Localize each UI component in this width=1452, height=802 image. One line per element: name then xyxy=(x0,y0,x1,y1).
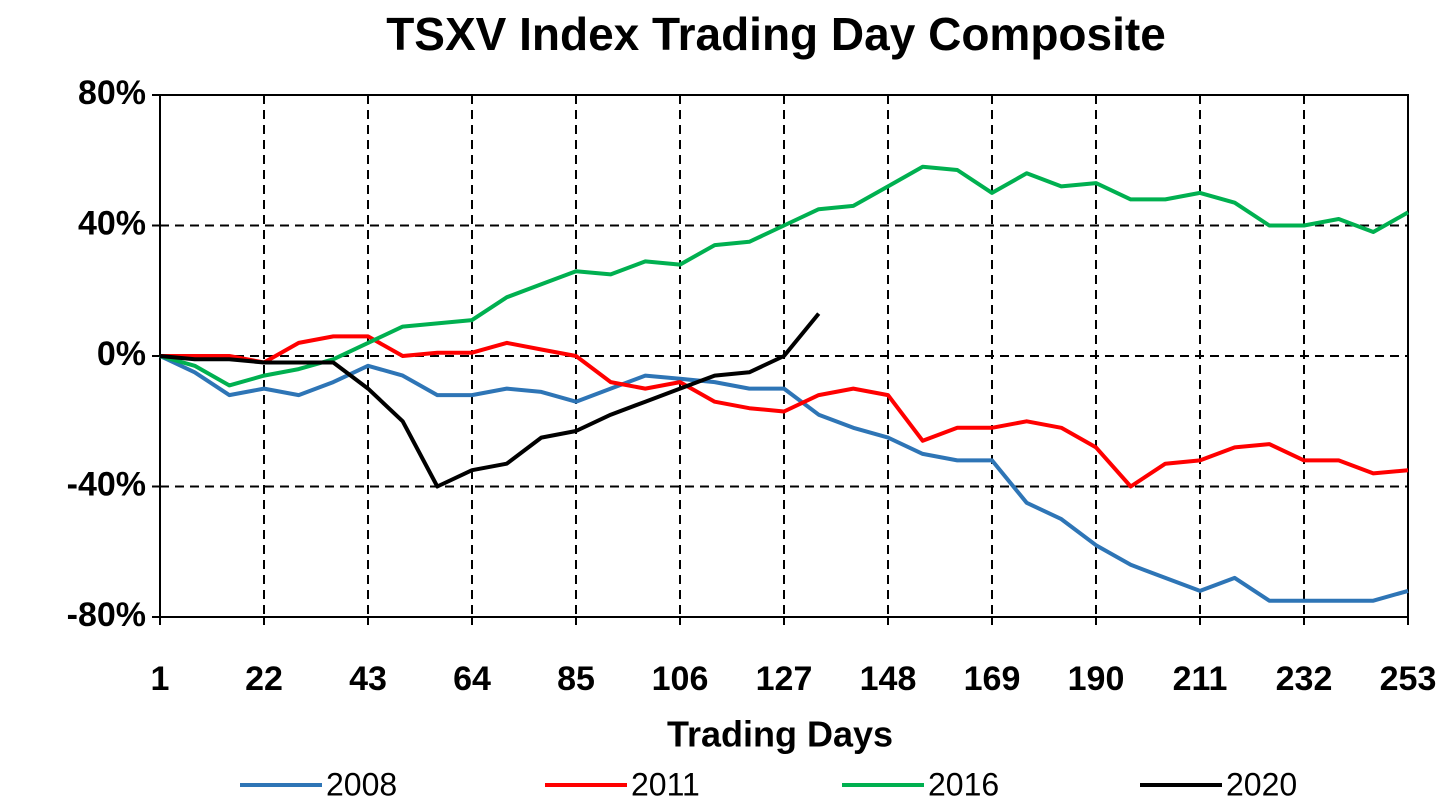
series-line xyxy=(159,312,821,489)
chart-title: TSXV Index Trading Day Composite xyxy=(386,8,1166,60)
y-tick-label: -40% xyxy=(67,465,146,503)
y-tick-label: 0% xyxy=(97,335,146,373)
x-tick-label: 211 xyxy=(1173,660,1228,698)
x-tick-label: 1 xyxy=(151,660,170,698)
legend-label: 2016 xyxy=(928,766,999,802)
legend-label: 2011 xyxy=(631,766,700,802)
y-tick-label: 40% xyxy=(78,204,146,242)
x-tick-label: 64 xyxy=(453,660,491,698)
x-tick-label: 106 xyxy=(652,660,709,698)
series-line xyxy=(160,334,1409,489)
x-tick-label: 253 xyxy=(1380,660,1437,698)
x-tick-label: 148 xyxy=(860,660,917,698)
x-axis-label: Trading Days xyxy=(667,714,893,755)
x-tick-label: 127 xyxy=(756,660,813,698)
series-line xyxy=(159,354,1409,603)
x-tick-label: 43 xyxy=(349,660,387,698)
x-tick-label: 232 xyxy=(1276,660,1333,698)
x-tick-label: 190 xyxy=(1068,660,1125,698)
y-tick-label: -80% xyxy=(67,596,146,634)
series-line xyxy=(159,164,1409,388)
legend-label: 2008 xyxy=(326,766,397,802)
y-tick-label: 80% xyxy=(78,74,146,112)
x-tick-label: 169 xyxy=(964,660,1021,698)
legend-label: 2020 xyxy=(1226,766,1297,802)
x-tick-label: 22 xyxy=(245,660,283,698)
x-tick-label: 85 xyxy=(557,660,595,698)
